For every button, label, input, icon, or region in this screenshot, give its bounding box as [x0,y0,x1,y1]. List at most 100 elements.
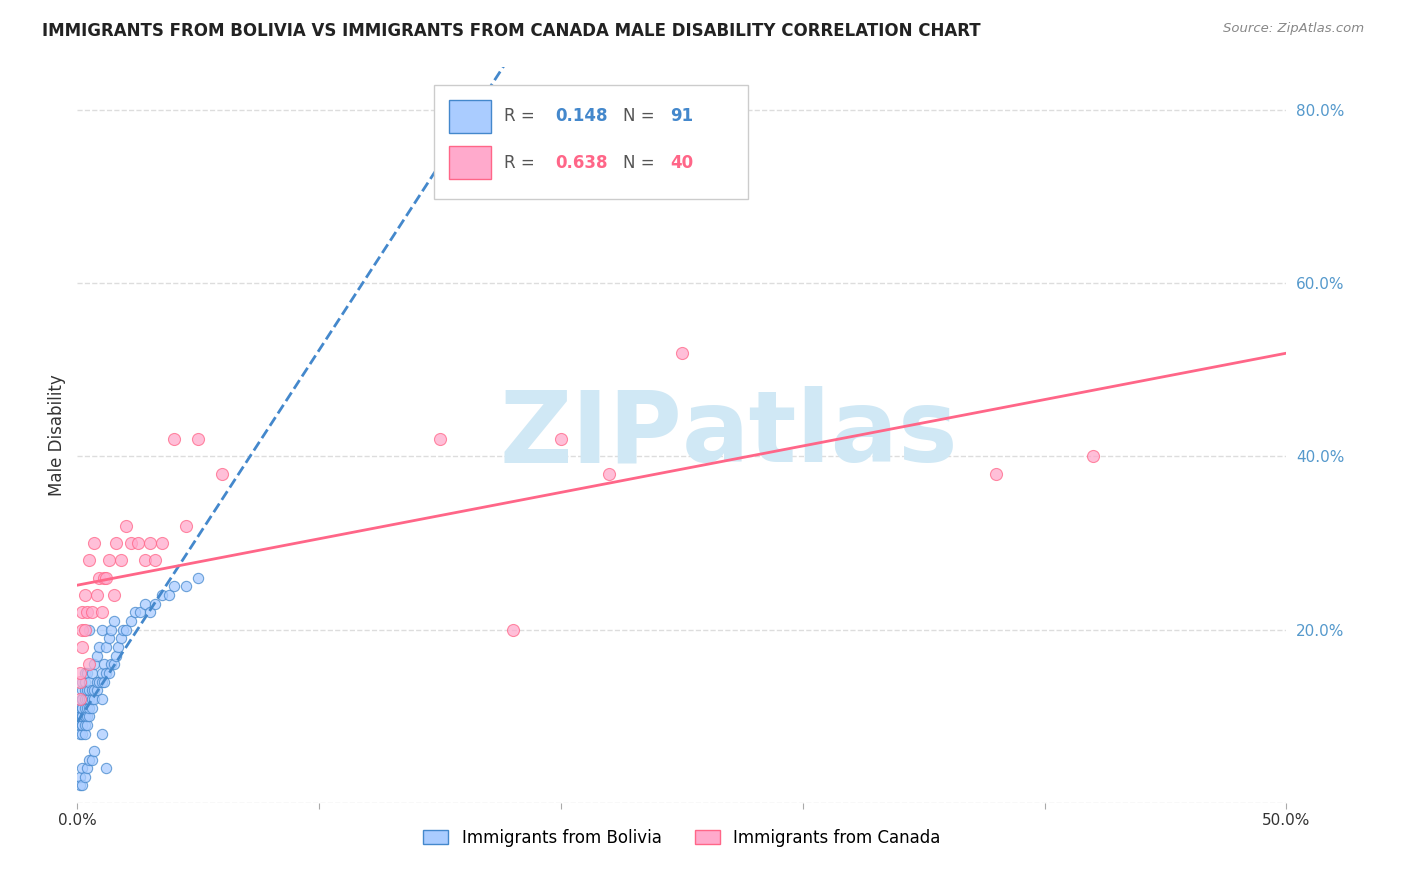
Point [97,553,120,567]
Point [80,752,103,766]
Point [76,709,98,723]
Point [986,467,1008,481]
Point [110,632,132,646]
Point [70,709,93,723]
Point [87,674,110,689]
Point [70,718,93,732]
Point [93,571,115,585]
Text: Source: ZipAtlas.com: Source: ZipAtlas.com [1223,22,1364,36]
Point [79,657,101,672]
Point [83,536,105,550]
Point [73,683,96,698]
Point [163,432,186,446]
Point [90,674,112,689]
Point [83,692,105,706]
Point [79,752,101,766]
Point [129,605,152,619]
Text: 91: 91 [669,107,693,125]
Point [80,665,103,680]
Point [86,648,108,663]
Point [73,709,96,723]
Point [79,674,101,689]
Point [70,700,93,714]
Point [70,692,93,706]
Point [70,692,93,706]
Point [110,553,132,567]
Point [550,432,572,446]
Point [90,665,112,680]
Point [70,700,93,714]
Point [105,536,128,550]
Point [112,623,135,637]
Point [86,588,108,602]
Point [69,665,91,680]
Point [143,597,166,611]
Point [174,579,197,593]
Point [79,709,101,723]
Point [73,665,96,680]
Point [120,536,142,550]
Point [70,623,93,637]
Point [70,605,93,619]
Point [83,683,105,698]
Point [139,536,162,550]
Point [69,770,91,784]
Point [70,779,93,793]
Point [69,700,91,714]
Point [76,761,98,775]
Point [76,700,98,714]
Point [70,761,93,775]
Point [69,709,91,723]
Point [429,432,451,446]
Point [90,605,112,619]
Point [139,605,162,619]
Bar [449,146,491,179]
Point [598,467,620,481]
Point [73,709,96,723]
Point [90,623,112,637]
Point [96,640,118,654]
Point [86,674,108,689]
Text: N =: N = [623,153,659,171]
Point [100,623,122,637]
Text: atlas: atlas [682,386,959,483]
Point [73,770,96,784]
Point [73,623,96,637]
Point [187,432,209,446]
Point [114,623,136,637]
Point [70,718,93,732]
Text: ZIP: ZIP [499,386,682,483]
Point [73,726,96,740]
Point [79,692,101,706]
Point [96,665,118,680]
Text: 40: 40 [669,153,693,171]
Point [97,632,120,646]
Point [134,597,156,611]
Point [187,571,209,585]
Text: R =: R = [505,107,540,125]
Point [157,588,180,602]
Point [69,779,91,793]
Point [73,718,96,732]
Point [76,605,98,619]
Point [90,726,112,740]
Point [93,674,115,689]
Text: IMMIGRANTS FROM BOLIVIA VS IMMIGRANTS FROM CANADA MALE DISABILITY CORRELATION CH: IMMIGRANTS FROM BOLIVIA VS IMMIGRANTS FR… [42,22,981,40]
Point [103,657,125,672]
Point [79,683,101,698]
Point [86,683,108,698]
Point [96,761,118,775]
Point [70,674,93,689]
Point [83,657,105,672]
Point [76,665,98,680]
Y-axis label: Male Disability: Male Disability [48,374,66,496]
FancyBboxPatch shape [434,86,748,200]
Point [70,692,93,706]
Point [105,648,128,663]
Point [87,640,110,654]
Point [107,640,129,654]
Point [83,744,105,758]
Point [103,614,125,628]
Point [80,692,103,706]
Point [1081,450,1104,464]
